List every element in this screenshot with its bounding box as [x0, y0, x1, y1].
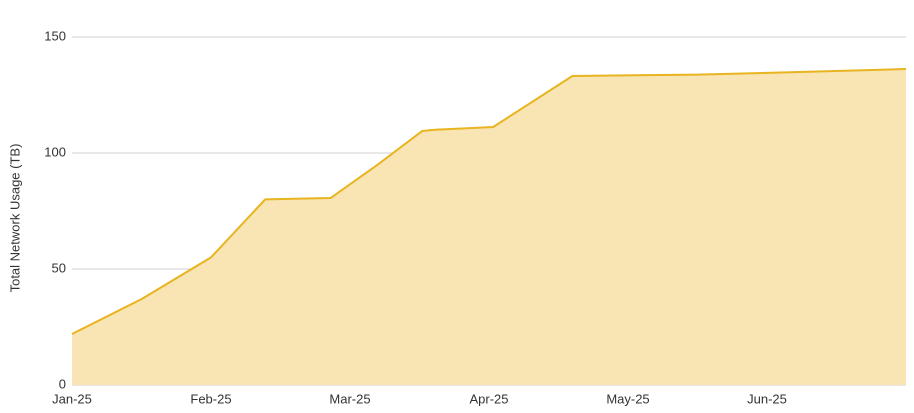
x-tick-label: Mar-25: [329, 391, 370, 406]
x-tick-label: Jan-25: [52, 391, 92, 406]
line: [71, 68, 907, 335]
y-tick-label: 0: [59, 376, 66, 391]
y-tick-label: 50: [52, 260, 66, 275]
area: [72, 69, 906, 386]
x-tick-label: May-25: [606, 391, 649, 406]
y-tick-label: 150: [44, 28, 66, 43]
y-tick-label: 100: [44, 144, 66, 159]
x-tick-label: Feb-25: [190, 391, 231, 406]
x-tick-label: Jun-25: [747, 391, 787, 406]
y-axis-label: Total Network Usage (TB): [7, 144, 22, 293]
x-tick-label: Apr-25: [469, 391, 508, 406]
